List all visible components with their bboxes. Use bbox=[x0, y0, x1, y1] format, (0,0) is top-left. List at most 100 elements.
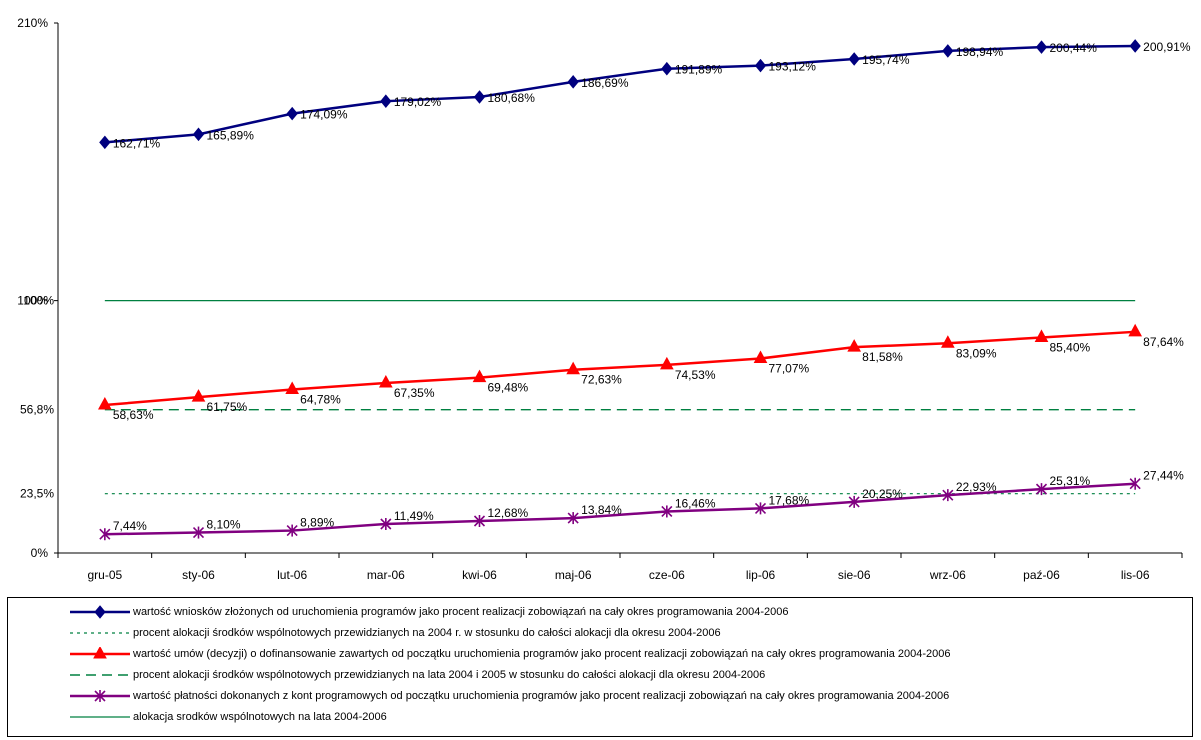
data-label: 81,58% bbox=[862, 350, 903, 364]
data-label: 61,75% bbox=[207, 400, 248, 414]
series-line-4 bbox=[104, 482, 1136, 536]
data-point-diamond bbox=[380, 94, 392, 108]
data-label: 195,74% bbox=[862, 53, 910, 67]
data-label: 198,94% bbox=[956, 45, 1004, 59]
data-label: 7,44% bbox=[113, 519, 147, 533]
data-label: 67,35% bbox=[394, 386, 435, 400]
legend-label: procent alokacji środków wspólnotowych p… bbox=[133, 669, 766, 681]
legend-swatch bbox=[70, 690, 130, 702]
data-point-diamond bbox=[99, 135, 111, 150]
data-point-triangle bbox=[940, 335, 955, 348]
x-tick-label: sie-06 bbox=[838, 568, 871, 582]
data-point-asterisk bbox=[286, 524, 298, 537]
data-point-diamond bbox=[192, 127, 205, 142]
data-point-diamond bbox=[286, 106, 298, 121]
data-point-asterisk bbox=[380, 518, 392, 531]
data-label: 69,48% bbox=[488, 381, 529, 395]
data-label: 20,25% bbox=[862, 487, 903, 501]
data-label: 193,12% bbox=[769, 60, 817, 74]
legend-item-1: procent alokacji środków wspólnotowych p… bbox=[68, 623, 721, 643]
data-label: 22,93% bbox=[956, 480, 997, 494]
x-tick-label: lis-06 bbox=[1121, 568, 1150, 582]
data-label: 186,69% bbox=[581, 76, 629, 90]
data-point-asterisk bbox=[192, 526, 205, 539]
data-point-asterisk bbox=[942, 489, 954, 502]
data-point-triangle bbox=[753, 350, 768, 363]
legend-label: procent alokacji środków wspólnotowych p… bbox=[133, 627, 721, 639]
data-point-triangle bbox=[285, 381, 300, 395]
data-label: 74,53% bbox=[675, 368, 716, 382]
data-label: 64,78% bbox=[300, 393, 341, 407]
data-point-asterisk bbox=[1129, 477, 1141, 490]
data-point-triangle bbox=[847, 339, 862, 352]
legend-item-4: wartość płatności dokonanych z kont prog… bbox=[68, 686, 949, 706]
data-label: 27,44% bbox=[1143, 469, 1184, 483]
data-label: 200,91% bbox=[1143, 40, 1191, 54]
data-point-diamond bbox=[473, 90, 486, 104]
data-point-asterisk bbox=[754, 502, 767, 515]
data-point-triangle bbox=[1034, 329, 1049, 342]
data-label: 16,46% bbox=[675, 496, 716, 510]
legend-swatch bbox=[70, 647, 130, 659]
series-line-0 bbox=[104, 44, 1136, 144]
data-label: 85,40% bbox=[1050, 340, 1091, 354]
data-point-triangle bbox=[659, 356, 674, 370]
data-label: 162,71% bbox=[113, 136, 161, 150]
data-label: 58,63% bbox=[113, 408, 154, 422]
chart-series bbox=[97, 39, 1143, 541]
y-tick-label: 0% bbox=[31, 546, 49, 560]
data-point-triangle bbox=[472, 369, 487, 383]
y-tick-label: 210% bbox=[17, 16, 48, 30]
x-tick-label: paź-06 bbox=[1023, 568, 1060, 582]
data-label: 25,31% bbox=[1050, 474, 1091, 488]
data-label: 77,07% bbox=[769, 361, 810, 375]
data-point-diamond bbox=[848, 52, 860, 66]
data-label: 8,89% bbox=[300, 516, 334, 530]
x-tick-label: lip-06 bbox=[746, 568, 776, 582]
legend-swatch bbox=[70, 674, 130, 676]
legend-swatch bbox=[70, 632, 130, 634]
data-label: 191,89% bbox=[675, 63, 723, 77]
legend-swatch bbox=[70, 716, 130, 718]
legend-label: wartość umów (decyzji) o dofinansowanie … bbox=[133, 648, 951, 660]
data-point-triangle bbox=[378, 374, 393, 388]
data-point-diamond bbox=[754, 58, 767, 73]
data-label: 17,68% bbox=[769, 493, 810, 507]
data-point-diamond bbox=[1129, 39, 1141, 53]
x-tick-label: wrz-06 bbox=[929, 568, 966, 582]
data-point-asterisk bbox=[661, 505, 673, 518]
chart-legend: wartość wniosków złożonych od uruchomien… bbox=[7, 597, 1193, 737]
legend-item-0: wartość wniosków złożonych od uruchomien… bbox=[68, 602, 788, 622]
legend-item-2: wartość umów (decyzji) o dofinansowanie … bbox=[68, 644, 950, 664]
data-label: 174,09% bbox=[300, 108, 348, 122]
data-point-diamond bbox=[567, 75, 579, 89]
data-point-diamond bbox=[94, 605, 106, 619]
x-tick-label: maj-06 bbox=[555, 568, 592, 582]
chart-axes: 0% 100% 210% gru-05 sty-06 lut-06 mar-06 kwi-06… bbox=[17, 16, 1183, 582]
legend-item-3: procent alokacji środków wspólnotowych p… bbox=[68, 665, 765, 685]
data-label: 180,68% bbox=[488, 91, 536, 105]
data-label: 83,09% bbox=[956, 346, 997, 360]
data-label: 165,89% bbox=[207, 128, 255, 142]
x-tick-label: kwi-06 bbox=[462, 568, 497, 582]
reference-label-5: 100% bbox=[23, 294, 54, 308]
legend-label: wartość wniosków złożonych od uruchomien… bbox=[133, 606, 789, 618]
legend-item-5: alokacja srodków wspólnotowych na lata 2… bbox=[68, 707, 387, 727]
data-point-asterisk bbox=[473, 514, 486, 527]
legend-swatch bbox=[70, 605, 130, 619]
x-tick-label: cze-06 bbox=[649, 568, 685, 582]
data-label: 87,64% bbox=[1143, 335, 1184, 349]
x-tick-label: sty-06 bbox=[182, 568, 215, 582]
data-label: 200,44% bbox=[1050, 41, 1098, 55]
data-point-diamond bbox=[1035, 40, 1048, 54]
data-point-asterisk bbox=[567, 512, 579, 525]
x-tick-label: mar-06 bbox=[367, 568, 405, 582]
data-point-triangle bbox=[566, 361, 581, 375]
data-label: 179,02% bbox=[394, 95, 442, 109]
reference-label-3: 56,8% bbox=[20, 403, 54, 417]
data-label: 11,49% bbox=[394, 509, 434, 523]
data-point-asterisk bbox=[1035, 483, 1048, 496]
legend-label: wartość płatności dokonanych z kont prog… bbox=[133, 690, 950, 702]
line-chart: 0% 100% 210% gru-05 sty-06 lut-06 mar-06 kwi-06… bbox=[17, 16, 1191, 582]
data-label: 12,68% bbox=[488, 506, 529, 520]
